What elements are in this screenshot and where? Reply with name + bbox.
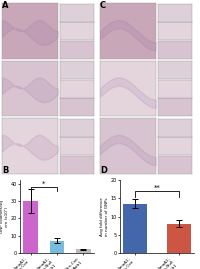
Bar <box>123 204 147 253</box>
Text: *: * <box>42 180 45 186</box>
Y-axis label: GNP colonies/sq
cm (x10³): GNP colonies/sq cm (x10³) <box>0 200 9 233</box>
Bar <box>76 249 91 253</box>
Bar <box>167 224 191 253</box>
Text: **: ** <box>154 184 160 190</box>
Text: B: B <box>2 166 8 175</box>
Text: C: C <box>100 1 106 10</box>
Y-axis label: Avg fold difference
in number of GNPs: Avg fold difference in number of GNPs <box>100 197 109 236</box>
Text: D: D <box>100 166 107 175</box>
Bar <box>23 201 38 253</box>
Text: A: A <box>2 1 8 10</box>
Bar <box>50 241 64 253</box>
